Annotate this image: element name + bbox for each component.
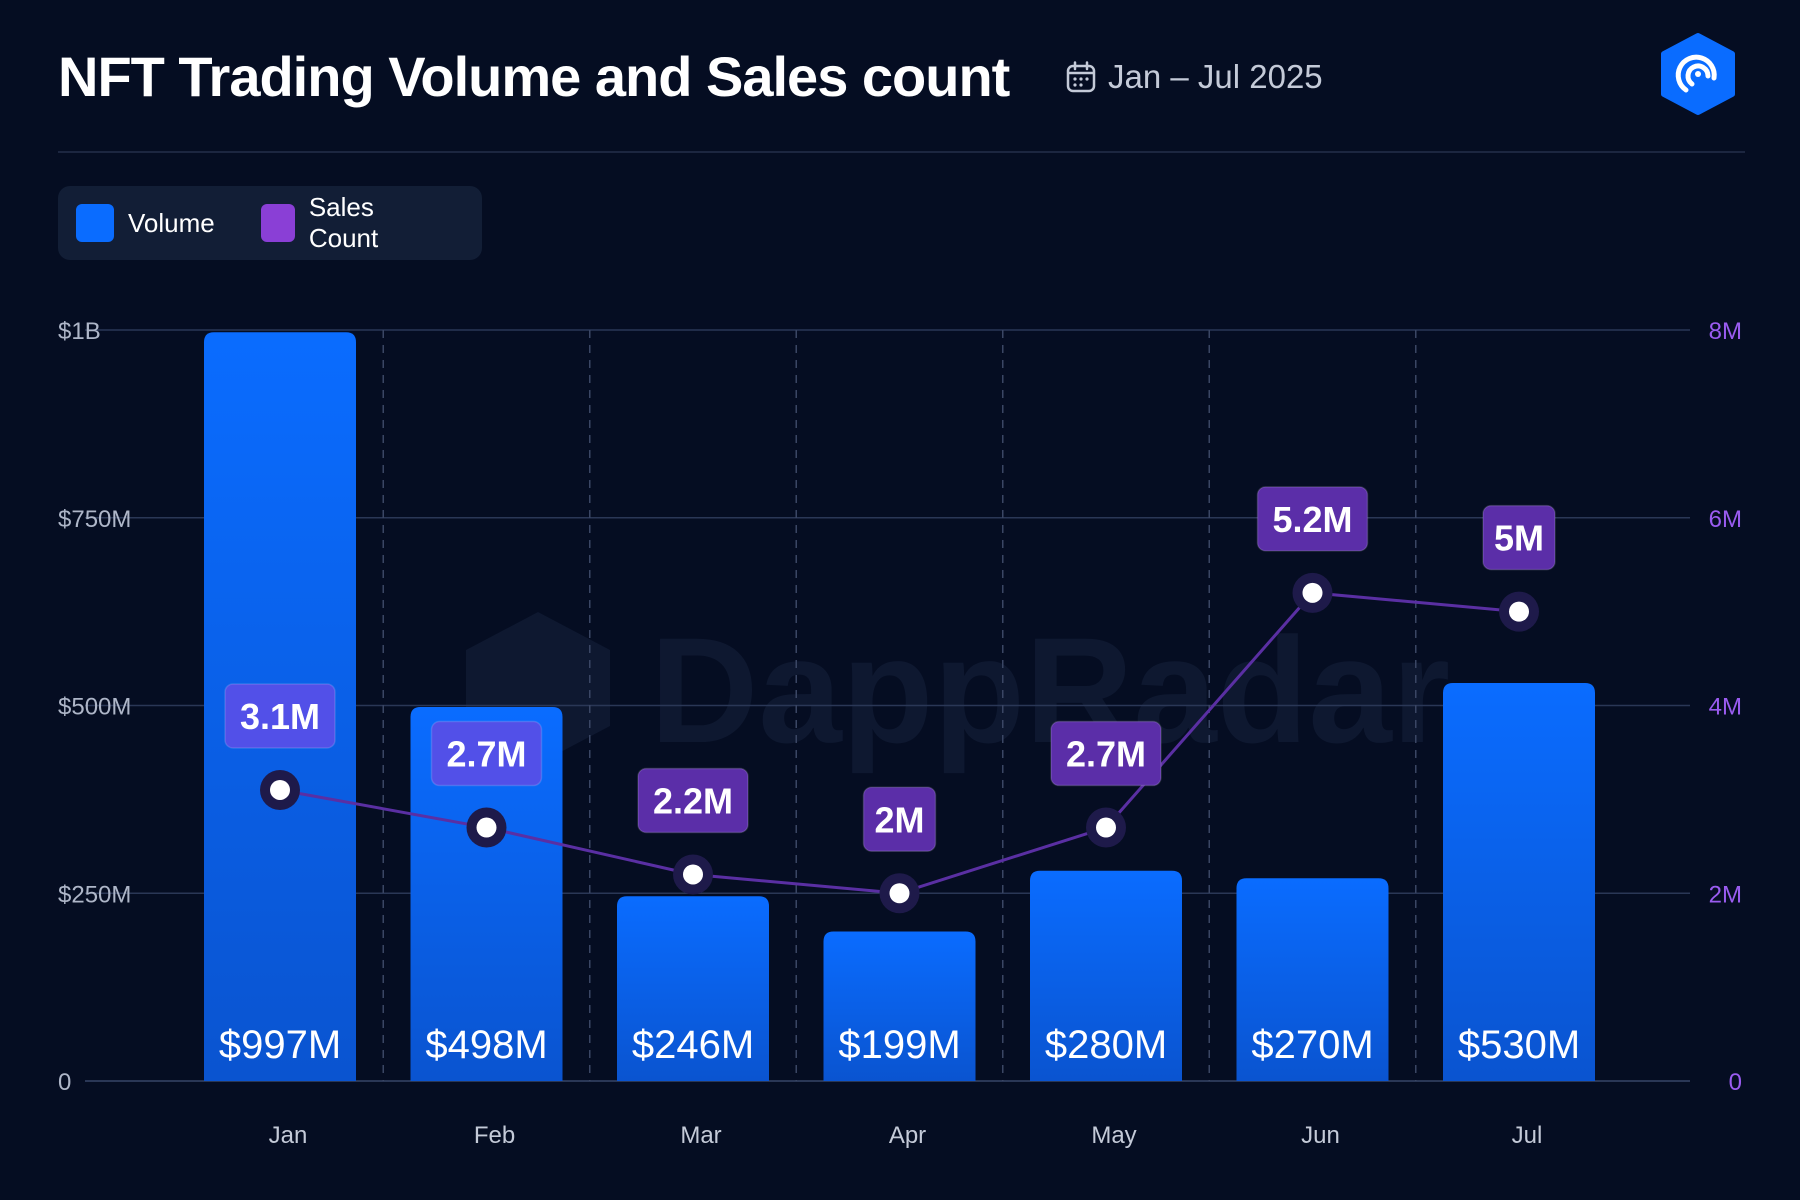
sales-point [270, 779, 290, 800]
volume-bar-label: $997M [219, 1023, 341, 1067]
y-left-tick-label: $750M [58, 506, 131, 533]
sales-point [1302, 582, 1323, 603]
dappradar-logo-icon [1661, 33, 1735, 115]
legend-item-sales-count: Sales Count [260, 192, 436, 254]
y-left-tick-label: 0 [58, 1069, 71, 1096]
legend-label-volume: Volume [128, 207, 215, 238]
y-left-tick-label: $500M [58, 694, 131, 721]
date-range: Jan – Jul 2025 [1066, 58, 1323, 96]
sales-label: 3.1M [240, 696, 320, 737]
sales-count-line [260, 572, 1539, 914]
x-tick-label: Jun [1301, 1122, 1340, 1149]
sales-label-box [1256, 486, 1369, 552]
sales-label: 2M [874, 799, 924, 840]
sales-label: 2.7M [1066, 734, 1146, 775]
data-labels: $997M $498M $246M $199M $280M $270M $530M 3.1M 2… [219, 486, 1580, 1067]
watermark: DappRadar [466, 606, 1450, 774]
x-tick-label: May [1091, 1122, 1136, 1149]
x-tick-label: Jan [269, 1122, 308, 1149]
volume-bar [1030, 870, 1182, 1081]
chart-title: NFT Trading Volume and Sales count [58, 45, 1010, 108]
volume-bar [1236, 878, 1389, 1081]
date-range-text: Jan – Jul 2025 [1108, 58, 1323, 95]
sales-label: 5.2M [1272, 499, 1352, 540]
sales-point [1096, 817, 1116, 838]
y-right-tick-label: 4M [1709, 694, 1742, 721]
sales-label-box [430, 720, 543, 787]
x-tick-label: Jul [1512, 1122, 1543, 1149]
volume-bar-label: $270M [1251, 1023, 1373, 1067]
volume-bar [410, 707, 563, 1081]
y-right-tick-label: 6M [1709, 506, 1742, 533]
sales-point [683, 864, 703, 885]
calendar-icon [1066, 61, 1096, 93]
sales-label-box [637, 767, 749, 834]
sales-label-box [224, 683, 336, 749]
y-right-tick-label: 0 [1729, 1069, 1742, 1096]
volume-bar-label: $199M [838, 1023, 960, 1067]
volume-bar-label: $530M [1458, 1023, 1580, 1067]
volume-bar-label: $498M [425, 1023, 547, 1067]
sales-label: 2.2M [653, 780, 733, 821]
x-tick-label: Mar [680, 1122, 721, 1149]
legend-swatch-volume [76, 204, 114, 242]
volume-bar [1443, 682, 1595, 1081]
x-tick-label: Feb [474, 1122, 515, 1149]
axes: 0 0 $250M 2M $500M 4M $750M 6M $1B 8M Jan Feb Mar Apr… [58, 318, 1742, 1149]
watermark-text: DappRadar [650, 606, 1450, 774]
legend-item-volume: Volume [76, 204, 215, 242]
sales-label-box [862, 786, 937, 852]
legend-swatch-sales-count [260, 204, 295, 242]
y-left-tick-label: $250M [58, 881, 131, 908]
volume-bar [617, 896, 769, 1081]
volume-bar-label: $280M [1045, 1023, 1167, 1067]
sales-point [889, 883, 910, 904]
sales-label: 5M [1494, 518, 1544, 559]
volume-bar [823, 931, 976, 1081]
sales-label-box [1482, 504, 1556, 571]
x-tick-label: Apr [889, 1122, 926, 1149]
y-left-tick-label: $1B [58, 318, 101, 345]
legend-label-sales-count: Sales Count [308, 192, 379, 253]
y-right-tick-label: 2M [1709, 881, 1742, 908]
sales-point [476, 817, 497, 838]
header-divider [58, 151, 1745, 153]
sales-label: 2.7M [446, 734, 526, 775]
sales-point [1509, 601, 1529, 622]
sales-label-box [1050, 720, 1162, 787]
legend: Volume Sales Count [58, 186, 482, 260]
volume-bar-label: $246M [632, 1023, 754, 1067]
y-right-tick-label: 8M [1709, 318, 1742, 345]
